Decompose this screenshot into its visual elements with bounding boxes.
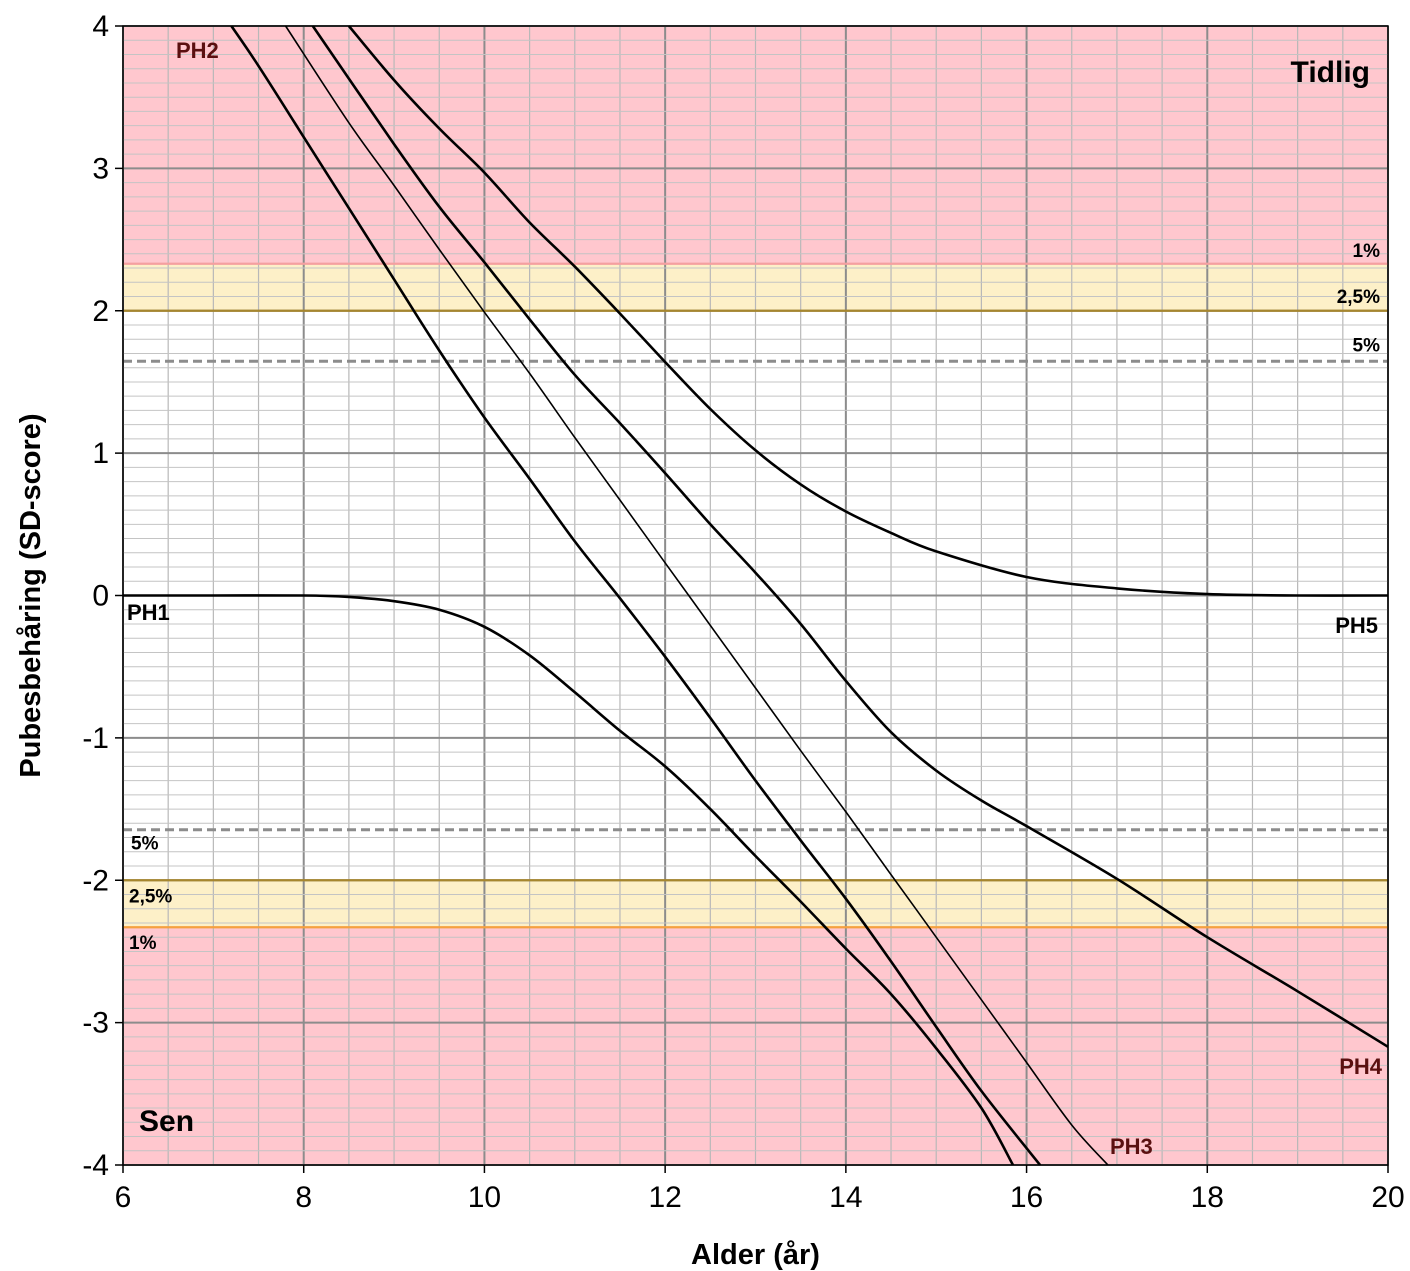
x-axis-title: Alder (år)	[691, 1239, 820, 1271]
percentile-label: 1%	[129, 933, 157, 954]
y-tick-label: 2	[92, 295, 109, 328]
stage-curves	[122, 25, 1389, 1166]
stage-label-ph5: PH5	[1335, 613, 1378, 638]
percentile-label: 5%	[1353, 335, 1381, 356]
y-tick-label: 4	[92, 10, 109, 43]
x-tick-label: 16	[1010, 1181, 1043, 1214]
x-tick-label: 14	[829, 1181, 862, 1214]
curve-ph5	[347, 25, 1389, 597]
percentile-label: 5%	[131, 834, 159, 855]
annotations: 1% 2,5% 5% 5% 2,5% 1% PH1 PH2 PH3 PH4 PH5 Tidlig Sen	[127, 38, 1383, 1159]
y-axis-title: Pubesbehåring (SD-score)	[15, 413, 47, 777]
x-tick-label: 10	[468, 1181, 501, 1214]
y-tick-label: -4	[82, 1149, 109, 1182]
stage-label-ph3: PH3	[1110, 1134, 1153, 1159]
x-tick-label: 8	[295, 1181, 312, 1214]
x-tick-label: 12	[648, 1181, 681, 1214]
curve-ph4	[311, 25, 1389, 1048]
y-tick-label: 1	[92, 437, 109, 470]
x-tick-label: 6	[115, 1181, 132, 1214]
zone-label-tidlig: Tidlig	[1291, 56, 1370, 89]
stage-label-ph1: PH1	[127, 600, 170, 625]
percentile-label: 2,5%	[129, 886, 172, 907]
y-tick-label: -3	[82, 1007, 109, 1040]
stage-label-ph4: PH4	[1339, 1054, 1383, 1079]
x-tick-label: 20	[1371, 1181, 1404, 1214]
curve-ph2	[230, 25, 1042, 1166]
y-tick-label: 0	[92, 580, 109, 613]
percentile-label: 2,5%	[1337, 287, 1380, 308]
percentile-label: 1%	[1353, 241, 1381, 262]
reference-lines	[123, 262, 1388, 929]
zone-label-sen: Sen	[139, 1105, 194, 1138]
y-tick-label: -2	[82, 864, 109, 897]
y-tick-label: -1	[82, 722, 109, 755]
curve-ph1	[122, 594, 1015, 1166]
curve-ph3	[284, 25, 1109, 1166]
stage-label-ph2: PH2	[176, 38, 219, 63]
y-tick-label: 3	[92, 152, 109, 185]
x-tick-label: 18	[1191, 1181, 1224, 1214]
